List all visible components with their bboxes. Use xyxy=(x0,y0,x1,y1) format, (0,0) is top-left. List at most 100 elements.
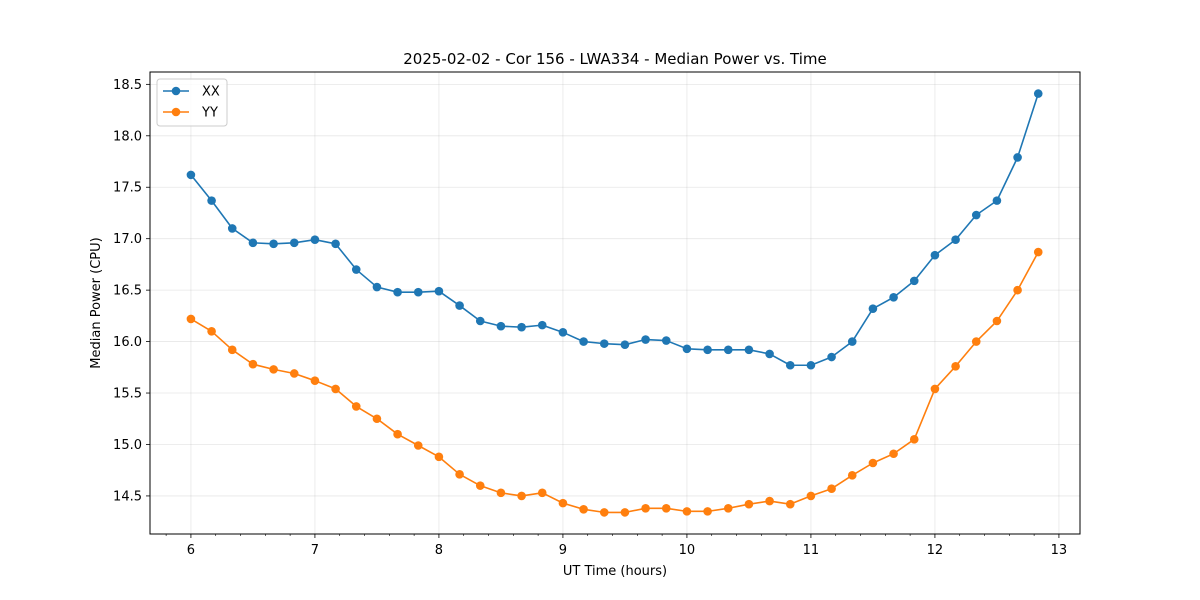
legend-label-yy: YY xyxy=(201,106,218,121)
data-point-xx xyxy=(827,352,836,362)
y-axis-label: Median Power (CPU) xyxy=(89,237,104,368)
legend-label-xx: XX xyxy=(202,85,220,100)
data-point-xx xyxy=(207,196,216,205)
series-yy xyxy=(186,247,1043,517)
data-point-xx xyxy=(248,238,258,248)
data-point-yy xyxy=(455,470,464,479)
y-tick-label: 15.0 xyxy=(113,438,142,453)
data-point-yy xyxy=(620,508,630,517)
data-point-yy xyxy=(289,369,299,378)
grid xyxy=(150,72,1080,534)
data-point-yy xyxy=(723,503,733,513)
data-point-yy xyxy=(393,429,402,439)
data-point-yy xyxy=(703,507,712,516)
x-tick-label: 7 xyxy=(311,543,319,558)
data-point-xx xyxy=(434,286,444,296)
data-point-yy xyxy=(889,449,898,459)
data-point-yy xyxy=(579,505,588,514)
plot-frame xyxy=(149,71,1081,535)
data-point-xx xyxy=(413,287,423,297)
data-point-yy xyxy=(248,359,258,369)
data-point-xx xyxy=(310,235,320,245)
data-point-yy xyxy=(331,384,340,394)
y-tick-label: 14.5 xyxy=(113,489,142,504)
data-point-yy xyxy=(310,376,320,385)
data-point-xx xyxy=(331,239,340,249)
y-tick-label: 18.5 xyxy=(113,78,142,93)
data-point-xx xyxy=(909,276,919,286)
data-point-xx xyxy=(992,196,1002,205)
data-point-yy xyxy=(641,503,650,513)
data-point-yy xyxy=(827,484,836,494)
data-point-xx xyxy=(661,336,671,345)
series-xx xyxy=(186,89,1043,370)
x-axis-label: UT Time (hours) xyxy=(563,564,667,579)
data-point-yy xyxy=(951,361,960,371)
data-point-yy xyxy=(269,365,278,374)
data-point-xx xyxy=(496,321,506,331)
x-tick-label: 8 xyxy=(435,543,443,558)
data-point-yy xyxy=(909,435,919,444)
data-point-yy xyxy=(682,507,692,516)
x-tick-label: 9 xyxy=(559,543,567,558)
data-point-xx xyxy=(558,328,568,337)
data-point-xx xyxy=(930,250,940,260)
data-point-yy xyxy=(661,503,671,513)
data-point-xx xyxy=(703,345,712,355)
data-point-xx xyxy=(579,337,588,346)
data-point-xx xyxy=(475,316,485,326)
data-point-xx xyxy=(785,360,795,370)
data-point-yy xyxy=(372,414,382,424)
y-tick-label: 17.0 xyxy=(113,232,142,247)
data-point-yy xyxy=(599,508,609,517)
data-point-xx xyxy=(289,238,299,248)
legend-marker-xx xyxy=(171,86,181,96)
data-point-xx xyxy=(889,293,898,302)
data-point-yy xyxy=(227,345,237,355)
data-point-yy xyxy=(475,481,485,490)
data-point-yy xyxy=(517,491,526,501)
data-point-xx xyxy=(971,210,981,220)
data-point-yy xyxy=(537,488,547,498)
data-point-xx xyxy=(455,301,464,310)
data-point-xx xyxy=(537,320,547,330)
legend: XX YY xyxy=(156,78,228,127)
data-point-yy xyxy=(558,498,568,508)
data-point-yy xyxy=(207,326,216,336)
data-point-xx xyxy=(372,282,382,292)
data-point-yy xyxy=(186,314,196,324)
legend-marker-yy xyxy=(171,107,181,117)
data-point-xx xyxy=(1013,153,1022,162)
data-point-yy xyxy=(971,337,981,346)
data-point-yy xyxy=(496,488,506,498)
data-point-xx xyxy=(227,224,237,233)
data-point-xx xyxy=(744,345,754,355)
data-point-yy xyxy=(992,316,1002,326)
data-point-yy xyxy=(785,499,795,509)
data-point-xx xyxy=(620,340,630,349)
data-point-yy xyxy=(744,499,754,509)
data-point-xx xyxy=(269,239,278,249)
data-point-xx xyxy=(847,337,857,346)
data-point-xx xyxy=(765,349,774,359)
data-point-yy xyxy=(351,402,361,411)
data-point-xx xyxy=(517,322,526,332)
data-point-xx xyxy=(599,339,609,348)
x-tick-label: 11 xyxy=(803,543,820,558)
data-point-yy xyxy=(930,384,940,394)
y-tick-label: 15.5 xyxy=(113,387,142,402)
data-point-xx xyxy=(393,287,402,297)
data-point-xx xyxy=(682,344,692,354)
data-point-xx xyxy=(806,360,816,370)
data-point-yy xyxy=(868,458,878,468)
data-point-yy xyxy=(434,452,444,462)
plot-series xyxy=(186,89,1043,517)
data-point-xx xyxy=(868,304,878,313)
data-point-yy xyxy=(806,491,816,501)
x-tick-label: 6 xyxy=(187,543,195,558)
data-point-yy xyxy=(765,496,774,506)
y-tick-label: 18.0 xyxy=(113,129,142,144)
data-point-yy xyxy=(1033,247,1043,257)
data-point-xx xyxy=(951,235,960,245)
